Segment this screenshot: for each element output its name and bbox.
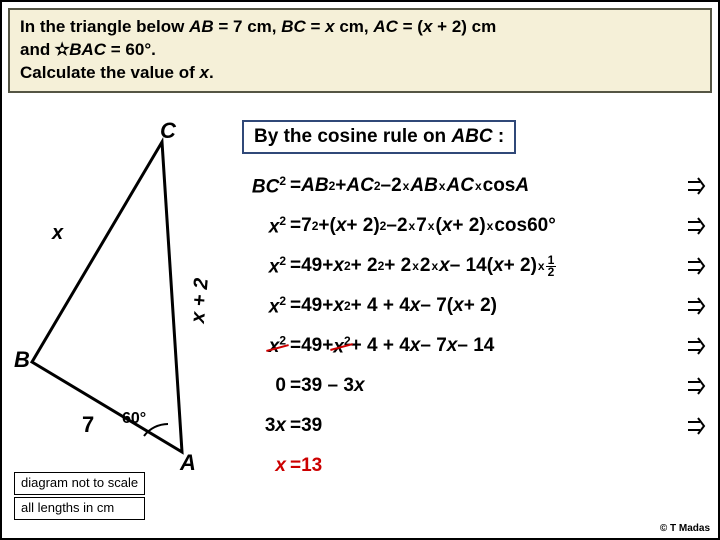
- var-bc: BC: [281, 17, 306, 36]
- cosine-rule-heading: By the cosine rule on ABC :: [242, 120, 516, 154]
- var-ac: AC: [373, 17, 398, 36]
- implies-icon: [686, 416, 708, 436]
- eq-line-1: BC2 = AB2 + AC2 – 2xABxACx cosA: [242, 168, 708, 204]
- note-units: all lengths in cm: [14, 497, 145, 520]
- implies-icon: [686, 376, 708, 396]
- note-scale: diagram not to scale: [14, 472, 145, 495]
- eq-line-4: x2 = 49 + x2+ 4 + 4x – 7(x + 2): [242, 288, 708, 324]
- problem-statement: In the triangle below AB = 7 cm, BC = x …: [8, 8, 712, 93]
- vertex-c: C: [160, 118, 176, 144]
- var-x: x: [325, 17, 334, 36]
- var-ab: AB: [189, 17, 214, 36]
- eq-line-6: 0 = 39 – 3x: [242, 368, 708, 404]
- side-xp2: x + 2: [187, 277, 214, 324]
- triangle-diagram: C B A x x + 2 7 60°: [12, 122, 242, 462]
- implies-icon: [686, 296, 708, 316]
- eq-line-2: x2 = 72 + (x + 2)2– 2x7x(x + 2)x cos60°: [242, 208, 708, 244]
- working-area: By the cosine rule on ABC : BC2 = AB2 + …: [242, 120, 708, 508]
- eq-line-5: x2 = 49 + x2+ 4 + 4x – 7x – 14: [242, 328, 708, 364]
- txt: In the triangle below: [20, 17, 189, 36]
- copyright: © T Madas: [660, 523, 710, 534]
- angle-60: 60°: [122, 410, 146, 428]
- eq-line-7: 3x = 39: [242, 408, 708, 444]
- vertex-a: A: [180, 450, 196, 476]
- vertex-b: B: [14, 347, 30, 373]
- angle-icon: ✫: [55, 39, 69, 62]
- implies-icon: [686, 336, 708, 356]
- implies-icon: [686, 256, 708, 276]
- side-x: x: [52, 222, 63, 244]
- implies-icon: [686, 216, 708, 236]
- diagram-notes: diagram not to scale all lengths in cm: [14, 472, 145, 522]
- side-7: 7: [82, 412, 94, 438]
- implies-icon: [686, 176, 708, 196]
- eq-line-3: x2 = 49 + x2+ 22 + 2x2xx – 14(x + 2)x12: [242, 248, 708, 284]
- eq-line-8: x = 13: [242, 448, 708, 484]
- var-bac: BAC: [69, 40, 106, 59]
